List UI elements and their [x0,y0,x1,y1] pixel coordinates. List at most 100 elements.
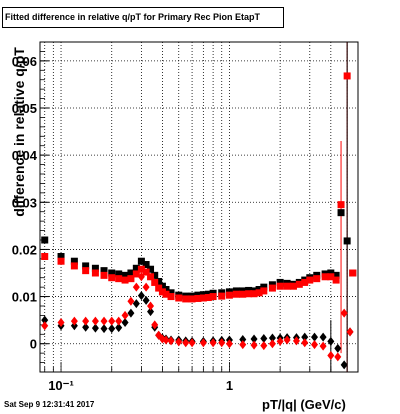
square-marker [158,282,166,290]
square-marker [57,257,65,265]
diamond-marker [127,296,135,306]
square-marker [306,276,314,284]
square-marker [313,275,321,283]
square-marker [239,290,247,298]
square-marker [155,277,163,285]
square-marker [209,293,217,301]
y-tick-label: 0.05 [12,101,37,116]
diamond-marker [115,316,123,326]
diamond-marker [327,351,335,360]
diamond-marker [100,324,108,334]
square-marker [250,290,258,298]
square-marker [332,271,340,279]
square-marker [301,278,309,286]
square-marker [108,274,116,282]
diamond-marker [319,341,327,351]
square-marker [167,293,175,301]
square-marker [142,268,150,276]
diamond-marker [147,301,155,311]
square-marker [57,253,65,260]
x-tick-label: 10⁻¹ [48,378,74,393]
diamond-marker [167,336,175,346]
diamond-marker [311,332,319,342]
square-marker [260,287,268,295]
diamond-marker [175,337,183,347]
square-marker [327,269,335,277]
square-marker [82,267,90,275]
diamond-marker [41,321,49,331]
square-marker [188,295,196,303]
square-marker [255,289,263,297]
diamond-marker [311,340,319,350]
plot-frame [39,41,359,373]
square-marker [218,292,226,300]
square-marker [260,283,268,291]
diamond-marker [188,338,196,348]
square-marker [100,271,108,279]
square-marker [232,290,240,298]
diamond-marker [108,324,116,334]
diamond-marker [250,334,258,344]
square-marker [162,286,170,293]
diamond-marker [162,335,170,345]
square-marker [337,209,345,217]
diamond-marker [142,282,150,292]
square-marker [332,276,340,284]
y-tick-label: 0.03 [12,195,37,210]
square-marker [151,271,159,279]
square-marker [41,253,49,260]
diamond-marker [327,336,335,346]
square-marker [127,269,135,277]
square-marker [100,267,108,275]
square-marker [245,290,253,298]
square-marker [121,276,129,284]
square-marker [225,291,233,299]
chart-title: Fitted difference in relative q/pT for P… [2,7,284,28]
square-marker [182,295,190,303]
diamond-marker [70,316,78,326]
diamond-marker [91,316,99,326]
square-marker [127,275,135,283]
diamond-marker [340,360,348,370]
diamond-marker [41,315,49,325]
square-marker [70,257,78,265]
square-marker [115,270,123,278]
diamond-marker [334,352,342,362]
diamond-marker [57,318,65,327]
diamond-marker [115,323,123,333]
square-marker [194,294,202,302]
square-marker [115,275,123,283]
square-marker [327,273,335,281]
diamond-marker [142,295,150,305]
diamond-marker [250,340,258,350]
diamond-marker [70,321,78,331]
x-tick-label: 1 [226,378,233,393]
diamond-marker [151,320,159,330]
square-marker [91,264,99,272]
square-marker [175,294,183,302]
square-marker [199,294,207,302]
diamond-marker [147,307,155,317]
diamond-marker [276,336,284,346]
square-marker [343,237,351,245]
diamond-marker [127,308,135,318]
square-marker [283,282,291,290]
diamond-marker [100,316,108,326]
y-ticks: 0 0.01 0.02 0.03 0.04 0.05 0.06 [12,41,49,373]
y-tick-label: 0.02 [12,242,37,257]
y-axis-label: difference in relative q/pT [11,47,27,217]
square-marker [132,270,140,278]
diamond-marker [346,327,354,337]
square-marker [155,284,163,292]
diamond-marker [268,339,276,349]
diamond-marker [121,318,129,327]
square-marker [108,269,116,277]
diamond-marker [137,272,145,282]
square-marker [137,265,145,273]
diamond-marker [182,338,190,348]
square-marker [167,289,175,297]
y-tick-label: 0.04 [12,148,38,163]
square-marker [276,282,284,290]
square-marker [147,273,155,281]
square-marker [132,264,140,272]
